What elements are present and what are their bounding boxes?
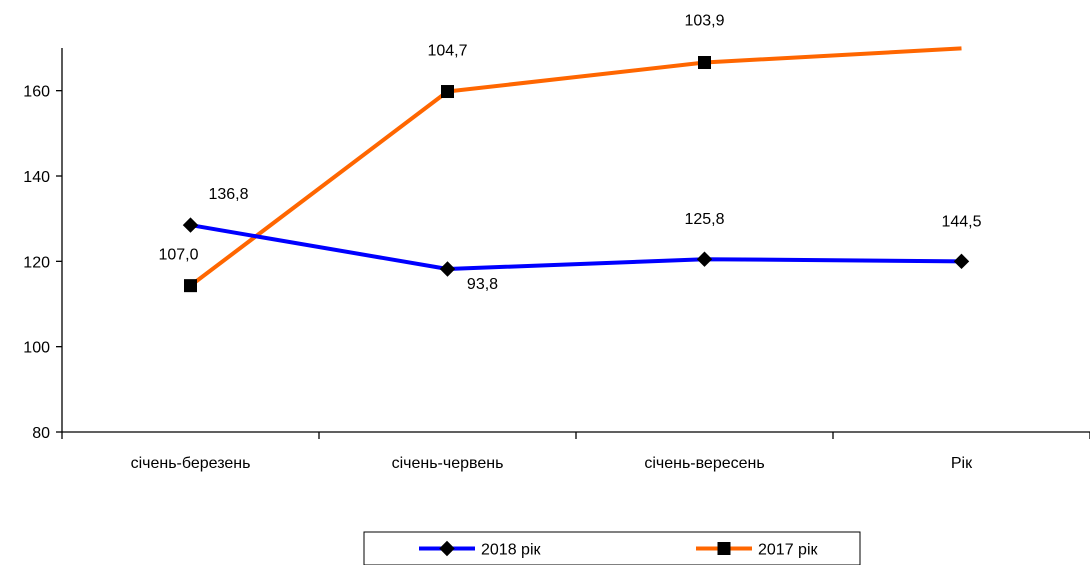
chart-legend: 2018 рік 2017 рік bbox=[363, 531, 861, 565]
legend-label: 2018 рік bbox=[481, 542, 541, 559]
chart-axes: 80 100 120 140 160 січень-березень січень-черв… bbox=[23, 48, 1090, 472]
chart-series bbox=[182, 46, 970, 293]
y-tick-label: 80 bbox=[32, 425, 50, 442]
data-label: 104,7 bbox=[427, 43, 467, 60]
data-point-marker bbox=[182, 217, 199, 233]
x-tick-label: січень-вересень bbox=[644, 455, 764, 472]
y-tick-label: 120 bbox=[23, 254, 50, 271]
y-tick-label: 100 bbox=[23, 340, 50, 357]
series-line-2018-рік bbox=[190, 223, 962, 272]
data-point-marker bbox=[696, 251, 713, 267]
data-label: 136,8 bbox=[208, 186, 248, 203]
data-point-marker bbox=[698, 56, 711, 70]
legend-label: 2017 рік bbox=[758, 542, 818, 559]
data-label: 103,9 bbox=[684, 13, 724, 30]
data-label: 107,0 bbox=[158, 247, 198, 264]
x-tick-label: січень-червень bbox=[392, 455, 504, 472]
data-label: 93,8 bbox=[467, 276, 498, 293]
data-point-marker bbox=[439, 261, 456, 277]
data-label: 125,8 bbox=[684, 211, 724, 228]
data-point-marker bbox=[184, 279, 197, 293]
x-tick-label: січень-березень bbox=[131, 455, 251, 472]
y-tick-label: 140 bbox=[23, 169, 50, 186]
series-line-2017-рік bbox=[189, 46, 962, 288]
x-tick-label: Рік bbox=[951, 455, 973, 472]
legend-marker bbox=[439, 540, 455, 557]
data-point-marker bbox=[441, 85, 454, 99]
chart-data-labels: 136,8 93,8 125,8 144,5 107,0 104,7 103,9 bbox=[158, 13, 981, 294]
legend-marker bbox=[717, 542, 731, 555]
data-point-marker bbox=[953, 253, 970, 270]
data-label: 144,5 bbox=[941, 213, 981, 230]
y-tick-label: 160 bbox=[23, 84, 50, 101]
